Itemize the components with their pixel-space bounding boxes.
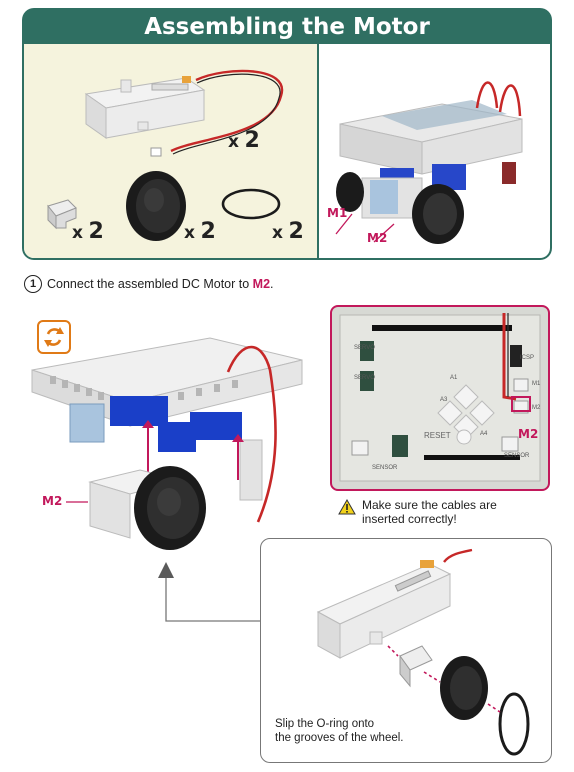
detail-callout (260, 538, 552, 763)
detail-text: Slip the O-ring onto the grooves of the … (275, 717, 445, 745)
silk-a4: A4 (480, 431, 488, 437)
detail-line2: the grooves of the wheel. (275, 732, 404, 744)
qty-count: 2 (88, 219, 104, 244)
dc-motor-image (84, 69, 284, 157)
warning-line1: Make sure the cables are (362, 498, 497, 512)
parts-list: x 2 x 2 x 2 x 2 (24, 44, 319, 258)
silk-icsp: ICSP (520, 355, 535, 361)
board-port-label: M2 (518, 427, 539, 441)
assembly-image (31, 337, 303, 550)
step-instruction: 1 Connect the assembled DC Motor to M2. (24, 275, 274, 293)
parts-panel: x 2 x 2 x 2 x 2 (22, 44, 552, 260)
qty-count: 2 (244, 128, 260, 153)
robot-image (335, 81, 523, 244)
page-title: Assembling the Motor (144, 14, 430, 40)
silk-a3: A3 (440, 397, 448, 403)
step-port: M2 (252, 277, 271, 291)
mount-qty: x 2 (72, 219, 104, 244)
main-label-m2: M2 (42, 494, 63, 508)
warning-icon (338, 499, 356, 515)
qty-x: x (272, 223, 283, 243)
section-header: Assembling the Motor (22, 8, 552, 46)
robot-label-m1: M1 (327, 206, 348, 220)
wheel-qty: x 2 (184, 219, 216, 244)
step-number: 1 (24, 275, 42, 293)
detail-line1: Slip the O-ring onto (275, 718, 375, 730)
silk-a1: A1 (450, 375, 458, 381)
o-ring-assembly-image (316, 548, 530, 756)
robot-label-m2: M2 (367, 231, 388, 245)
qty-x: x (72, 223, 83, 243)
silk-reset: RESET (424, 431, 451, 440)
board-callout: SERVO SERVO ICSP M1 M2 RESET A1 A3 A4 SE… (330, 305, 550, 491)
warning-text: Make sure the cables are inserted correc… (338, 498, 553, 526)
silk-servo2: SERVO (354, 375, 375, 381)
qty-x: x (228, 132, 239, 152)
motor-qty: x 2 (228, 128, 260, 153)
o-ring-qty: x 2 (272, 219, 304, 244)
arrow-connector (158, 562, 260, 622)
step-text-end: . (270, 277, 274, 291)
motor-mount-image (47, 199, 77, 230)
rotate-icon (37, 320, 71, 354)
silk-sensor-right: SENSOR (504, 453, 530, 459)
warning-line2: inserted correctly! (362, 512, 457, 526)
qty-count: 2 (200, 219, 216, 244)
silk-m2: M2 (532, 405, 541, 411)
silk-m1: M1 (532, 381, 541, 387)
wheel-image (126, 171, 186, 241)
qty-x: x (184, 223, 195, 243)
silk-sensor-left: SENSOR (372, 465, 398, 471)
controller-board-image (339, 313, 541, 482)
step-text: Connect the assembled DC Motor to (47, 277, 253, 291)
o-ring-image (221, 188, 281, 220)
silk-servo1: SERVO (354, 345, 375, 351)
qty-count: 2 (288, 219, 304, 244)
